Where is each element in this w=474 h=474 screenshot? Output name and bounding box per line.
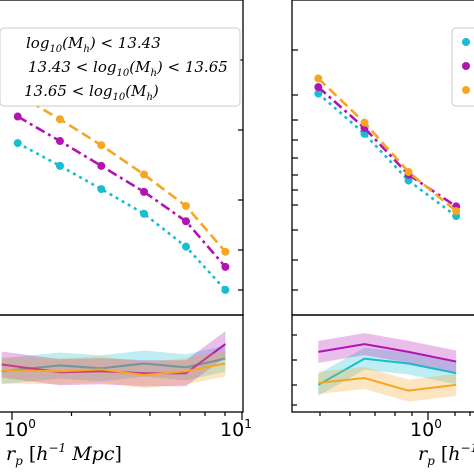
left-band-teal: [1, 345, 226, 385]
left-line-teal: [17, 141, 227, 291]
left-point-purple-5: [221, 262, 230, 271]
left-point-orange-3: [140, 170, 149, 179]
right-bottom-axes: [291, 314, 474, 413]
left-ratio-line-teal: [1, 357, 226, 373]
legend-marker-teal: [462, 38, 470, 46]
right-ratio-line-purple: [318, 343, 457, 363]
left-line-purple: [17, 115, 227, 268]
left-point-teal-1: [55, 161, 64, 170]
left-bottom-axes: [0, 314, 244, 413]
legend-right: [451, 27, 474, 107]
left-point-purple-4: [181, 217, 190, 226]
axis-ticks: [11, 49, 471, 420]
legend-label-3: 13.65 < log10(Mh): [24, 82, 159, 103]
right-point-orange-2: [404, 167, 413, 176]
right-line-teal: [317, 92, 457, 218]
left-point-orange-5: [221, 247, 230, 256]
left-point-orange-2: [97, 141, 106, 150]
legend-box: [0, 27, 241, 107]
right-band-teal: [318, 347, 457, 396]
right-ratio-line-orange: [318, 377, 457, 392]
left-band-orange: [1, 350, 226, 389]
legend-label-1: log10(Mh) < 13.43: [26, 34, 161, 55]
right-line-orange: [317, 77, 457, 213]
left-point-teal-5: [221, 285, 230, 294]
legend-left: log10(Mh) < 13.43 13.43 < log10(Mh) < 13…: [0, 27, 241, 107]
legend-marker-purple: [462, 62, 470, 70]
right-line-purple: [317, 86, 457, 208]
right-point-teal-2: [404, 176, 413, 185]
legend-marker-orange: [462, 86, 470, 94]
right-point-teal-0: [314, 89, 323, 98]
right-top-axes: [291, 0, 474, 316]
right-point-orange-1: [360, 118, 369, 127]
left-point-teal-4: [181, 242, 190, 251]
left-point-teal-3: [140, 209, 149, 218]
correlation-lines-left: [13, 90, 230, 294]
left-point-purple-2: [97, 161, 106, 170]
right-point-purple-0: [314, 83, 323, 92]
legend-label-2: 13.43 < log10(Mh) < 13.65: [28, 58, 228, 79]
x-tick-label-right-1: 100: [410, 417, 442, 441]
ratio-bands-right: [317, 333, 457, 402]
correlation-lines-right: [314, 74, 461, 221]
left-point-teal-2: [97, 185, 106, 194]
x-tick-label-left-2: 101: [220, 417, 252, 441]
left-ratio-line-orange: [1, 362, 226, 377]
right-ratio-line-teal: [317, 357, 457, 386]
left-point-teal-0: [13, 139, 22, 148]
x-axis-label-left: rp [h−1 Mpc]: [6, 441, 122, 468]
right-point-orange-3: [452, 207, 461, 216]
left-point-purple-1: [55, 137, 64, 146]
left-line-orange: [17, 93, 227, 253]
left-point-orange-4: [181, 201, 190, 210]
left-point-purple-0: [13, 112, 22, 121]
x-tick-label-left-1: 100: [4, 417, 36, 441]
right-point-orange-0: [314, 74, 323, 83]
left-point-orange-1: [55, 115, 64, 124]
ratio-bands-left: [1, 331, 226, 389]
left-point-purple-3: [140, 187, 149, 196]
x-axis-label-right: rp [h−1: [418, 441, 474, 468]
right-band-purple: [318, 333, 457, 373]
